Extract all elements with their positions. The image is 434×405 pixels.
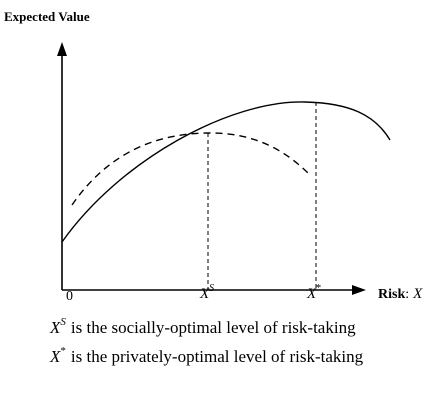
symbol: X — [49, 318, 61, 337]
superscript: * — [60, 345, 66, 357]
symbol: X — [199, 286, 210, 302]
symbol: X — [306, 286, 317, 302]
caption-text: is the socially-optimal level of risk-ta… — [71, 318, 356, 337]
superscript: S — [209, 283, 214, 294]
symbol: X — [49, 347, 61, 366]
variable: X — [412, 286, 423, 302]
term: Risk — [378, 287, 405, 302]
superscript: S — [60, 316, 66, 328]
caption: XS is the socially-optimal level of risk-… — [49, 316, 356, 337]
x-axis-label: Risk: X — [378, 286, 423, 302]
y-axis-arrow — [57, 42, 67, 56]
separator: : — [405, 287, 409, 302]
private-value-curve — [61, 101, 391, 243]
caption: X* is the privately-optimal level of risk… — [49, 345, 364, 366]
origin-label: 0 — [66, 289, 73, 304]
superscript: * — [316, 283, 321, 294]
x-axis-arrow — [352, 285, 366, 295]
caption-text: is the privately-optimal level of risk-t… — [71, 347, 364, 366]
social-value-curve — [71, 132, 311, 206]
x-mark-social: XS — [199, 283, 214, 302]
x-mark-private: X* — [306, 283, 321, 302]
y-axis-label: Expected Value — [4, 9, 90, 24]
